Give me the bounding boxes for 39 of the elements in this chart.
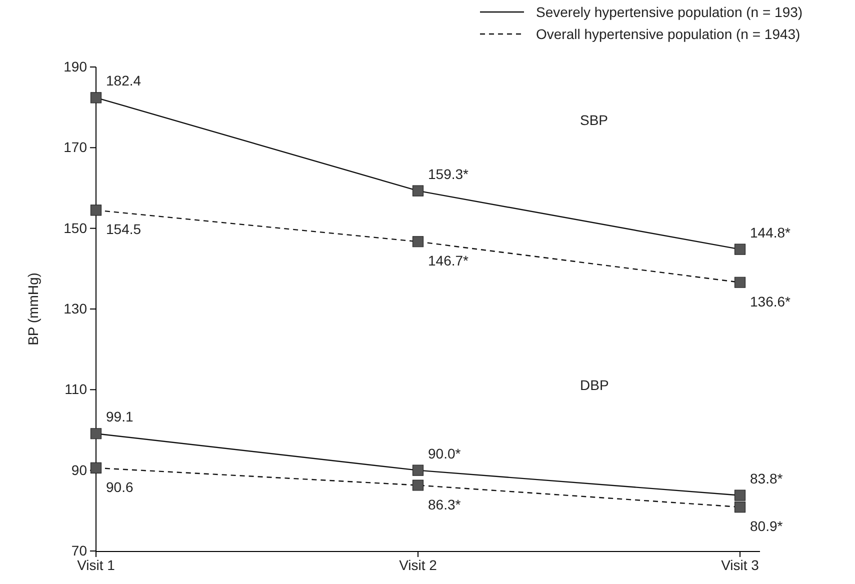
point [90,428,102,440]
point [90,204,102,216]
y-tick-label: 170 [64,139,88,156]
legend-label: Severely hypertensive population (n = 193) [536,4,803,20]
data-label: 154.5 [106,221,142,238]
data-label: 83.8* [750,470,784,486]
point [412,464,424,476]
annotation: DBP [580,377,609,393]
data-label: 99.1 [106,408,134,425]
data-label: 146.7* [428,252,470,269]
point [734,490,746,501]
legend-label: Overall hypertensive population (n = 1943) [536,26,800,42]
point [734,244,746,255]
data-label: 90.6 [106,478,134,495]
x-tick-label: Visit 2 [399,556,438,573]
y-tick-label: 70 [71,542,88,558]
x-tick-label: Visit 3 [721,556,760,573]
point [90,92,102,104]
y-tick-label: 90 [71,462,88,478]
data-label: 182.4 [106,72,142,89]
y-axis-title: BP (mmHg) [25,272,41,346]
point [412,480,424,491]
data-label: 159.3* [428,166,470,182]
y-tick-label: 130 [64,300,88,316]
point [734,501,746,513]
data-label: 136.6* [750,293,792,310]
data-label: 144.8* [750,224,792,240]
point [412,185,424,196]
annotation: SBP [580,112,608,128]
point [734,276,746,288]
data-label: 86.3* [428,496,462,512]
y-tick-label: 190 [64,58,88,74]
x-tick-label: Visit 1 [77,556,116,573]
point [412,236,424,248]
y-tick-label: 110 [64,381,88,398]
y-tick-label: 150 [64,220,88,236]
data-label: 80.9* [750,518,784,534]
point [90,462,102,474]
data-label: 90.0* [428,445,462,462]
